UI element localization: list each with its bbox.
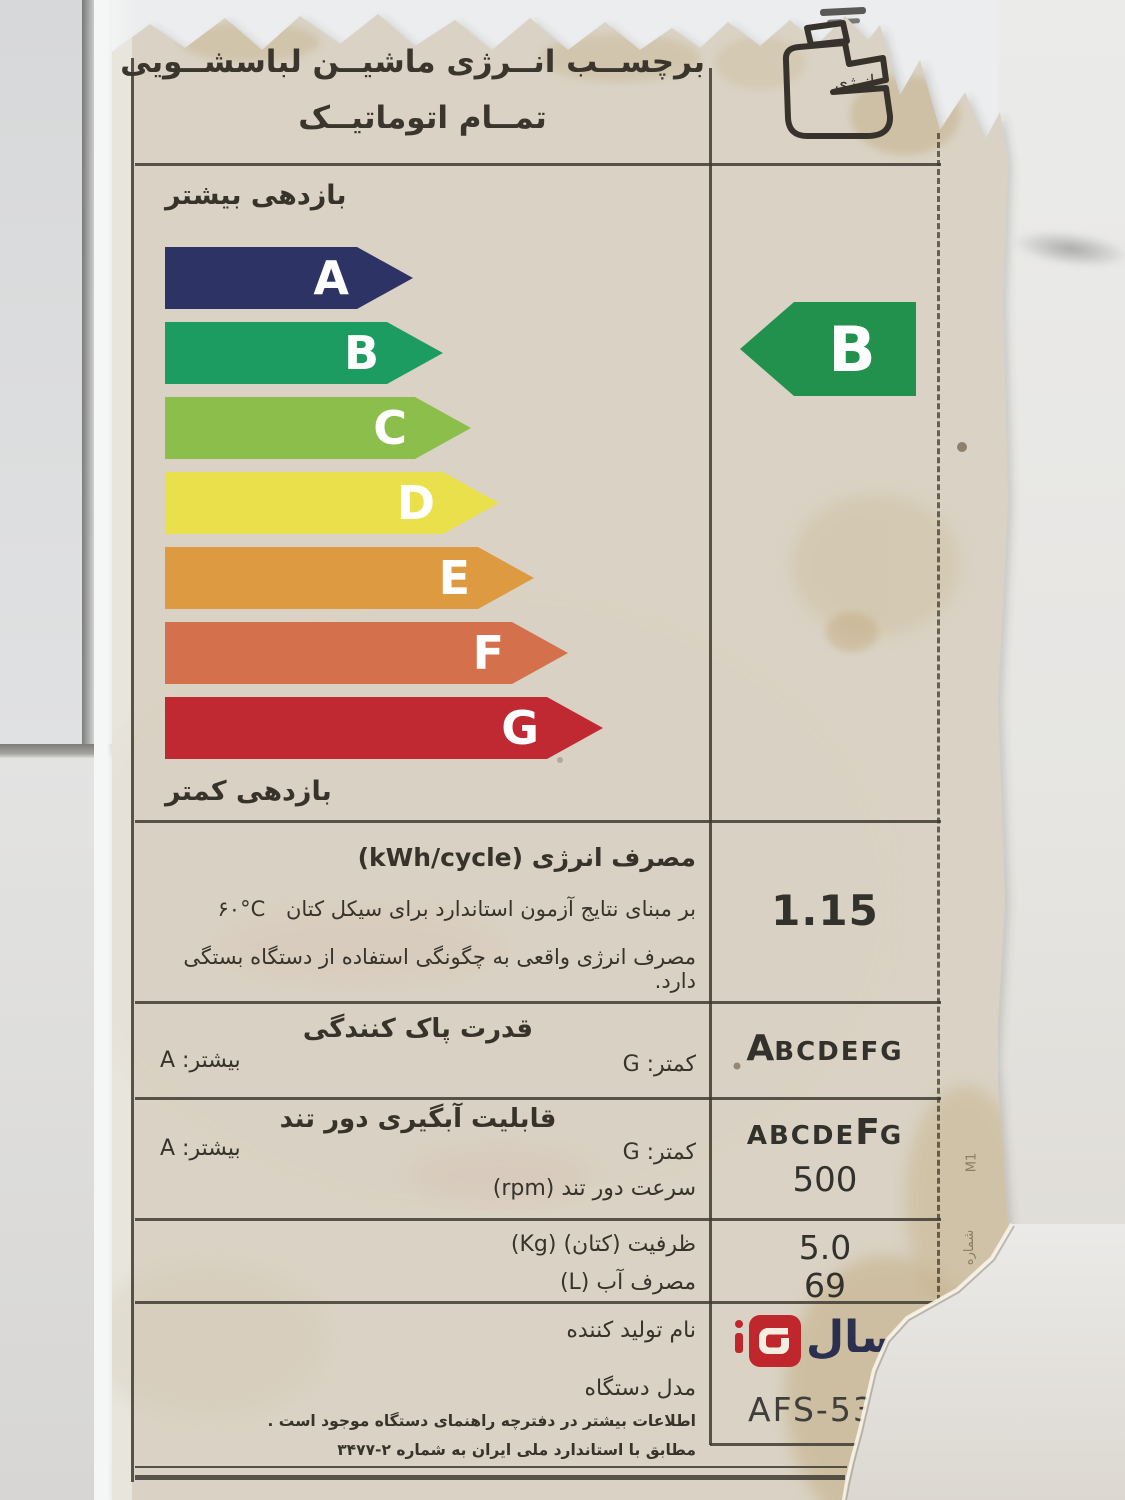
spin-less-label: کمتر: G [622,1140,696,1165]
capacity-value: 5.0 [798,1228,852,1267]
grade-letter: D [396,476,435,530]
brand-i-bar [735,1333,743,1353]
spin-grade-bold: F [855,1112,880,1153]
grade-letter: G [501,701,539,755]
grade-arrow-a: A [165,247,413,309]
label-left-border [131,58,134,1482]
margin-text-word: شماره [962,1229,978,1266]
energy-consumption-label: مصرف انرژی (kWh/cycle) [357,843,696,872]
manufacturer-name-label: نام تولید کننده [566,1318,696,1343]
manual-note: اطلاعات بیشتر در دفترچه راهنمای دستگاه م… [267,1412,697,1430]
basis-text: بر مبنای نتایج آزمون استاندارد برای سیکل… [285,897,696,921]
spin-speed-value: 500 [792,1160,858,1200]
rating-letter: B [828,312,876,386]
test-temperature: ۶۰°C [217,897,266,921]
spin-title: قابلیت آبگیری دور تند [279,1104,557,1134]
spin-more-label: بیشتر: A [160,1136,241,1161]
grade-arrow-b: B [165,322,443,384]
grade-arrow-e: E [165,547,534,609]
label-title-line1: برچســب انــرژی ماشیــن لباسشــویی [120,44,705,80]
energy-consumption-note: مصرف انرژی واقعی به چگونگی استفاده از دس… [183,945,696,993]
spin-grade-after: G [879,1121,904,1151]
margin-text-m1: M1 [964,1152,980,1173]
energy-consumption-value: 1.15 [771,886,879,935]
spin-scale-value: ABCDEFG [712,1112,938,1153]
cleaning-grade-bold: A [746,1028,775,1069]
grade-letter: E [438,551,470,605]
cleaning-scale-value: ABCDEFG [712,1028,938,1069]
cleaning-power-title: قدرت پاک کنندگی [302,1014,534,1044]
spin-speed-label: سرعت دور تند (rpm) [492,1176,696,1201]
grade-letter: C [373,401,407,455]
bottom-border-thin [135,1466,847,1468]
grade-arrow-g: G [165,697,603,759]
water-label: مصرف آب (L) [559,1270,696,1295]
spin-grade-before: ABCDE [746,1121,856,1151]
water-value: 69 [804,1266,846,1305]
bottom-border-thick [135,1475,845,1480]
grade-letter: A [313,251,349,305]
energy-logo-text: انرژی [834,72,876,95]
grade-arrow-f: F [165,622,568,684]
label-title-line2: تمــام اتوماتیــک [298,100,547,136]
cleaning-more-label: بیشتر: A [160,1048,241,1073]
grade-arrow-d: D [165,472,499,534]
brand-i-dot [735,1320,743,1328]
line-under-spin [135,1218,941,1221]
line-under-scale [135,820,941,823]
scale-more-label: بازدهی بیشتر [165,180,347,211]
line-under-title [135,163,941,166]
model-label: مدل دستگاه [584,1376,696,1401]
label-column-divider [709,68,712,1445]
brand-wordmark: ابسال [806,1312,938,1363]
scale-less-label: بازدهی کمتر [165,776,332,807]
cleaning-grade-rest: BCDEFG [774,1037,904,1067]
tile-grout-horizontal [0,744,112,760]
line-under-brand-box [710,1443,941,1446]
line-under-capacity [135,1301,941,1304]
rating-arrow: B [740,302,916,396]
wall-tile-lower [0,758,112,1500]
brand-logo-icon [749,1315,801,1367]
label-right-border [937,133,940,1445]
tile-grout-vertical [82,0,94,748]
model-value: AFS-539 [748,1390,899,1429]
energy-consumption-basis: بر مبنای نتایج آزمون استاندارد برای سیکل… [140,897,696,921]
line-under-cleaning [135,1097,941,1100]
grade-arrow-c: C [165,397,471,459]
grade-letter: B [343,326,379,380]
capacity-label: ظرفیت (کتان) (Kg) [510,1232,696,1257]
line-under-energy [135,1001,941,1004]
standard-note: مطابق با استاندارد ملی ایران به شماره ۲-… [337,1441,696,1459]
cleaning-less-label: کمتر: G [622,1052,696,1077]
grade-letter: F [472,626,504,680]
energy-logo: انرژی [782,20,894,139]
